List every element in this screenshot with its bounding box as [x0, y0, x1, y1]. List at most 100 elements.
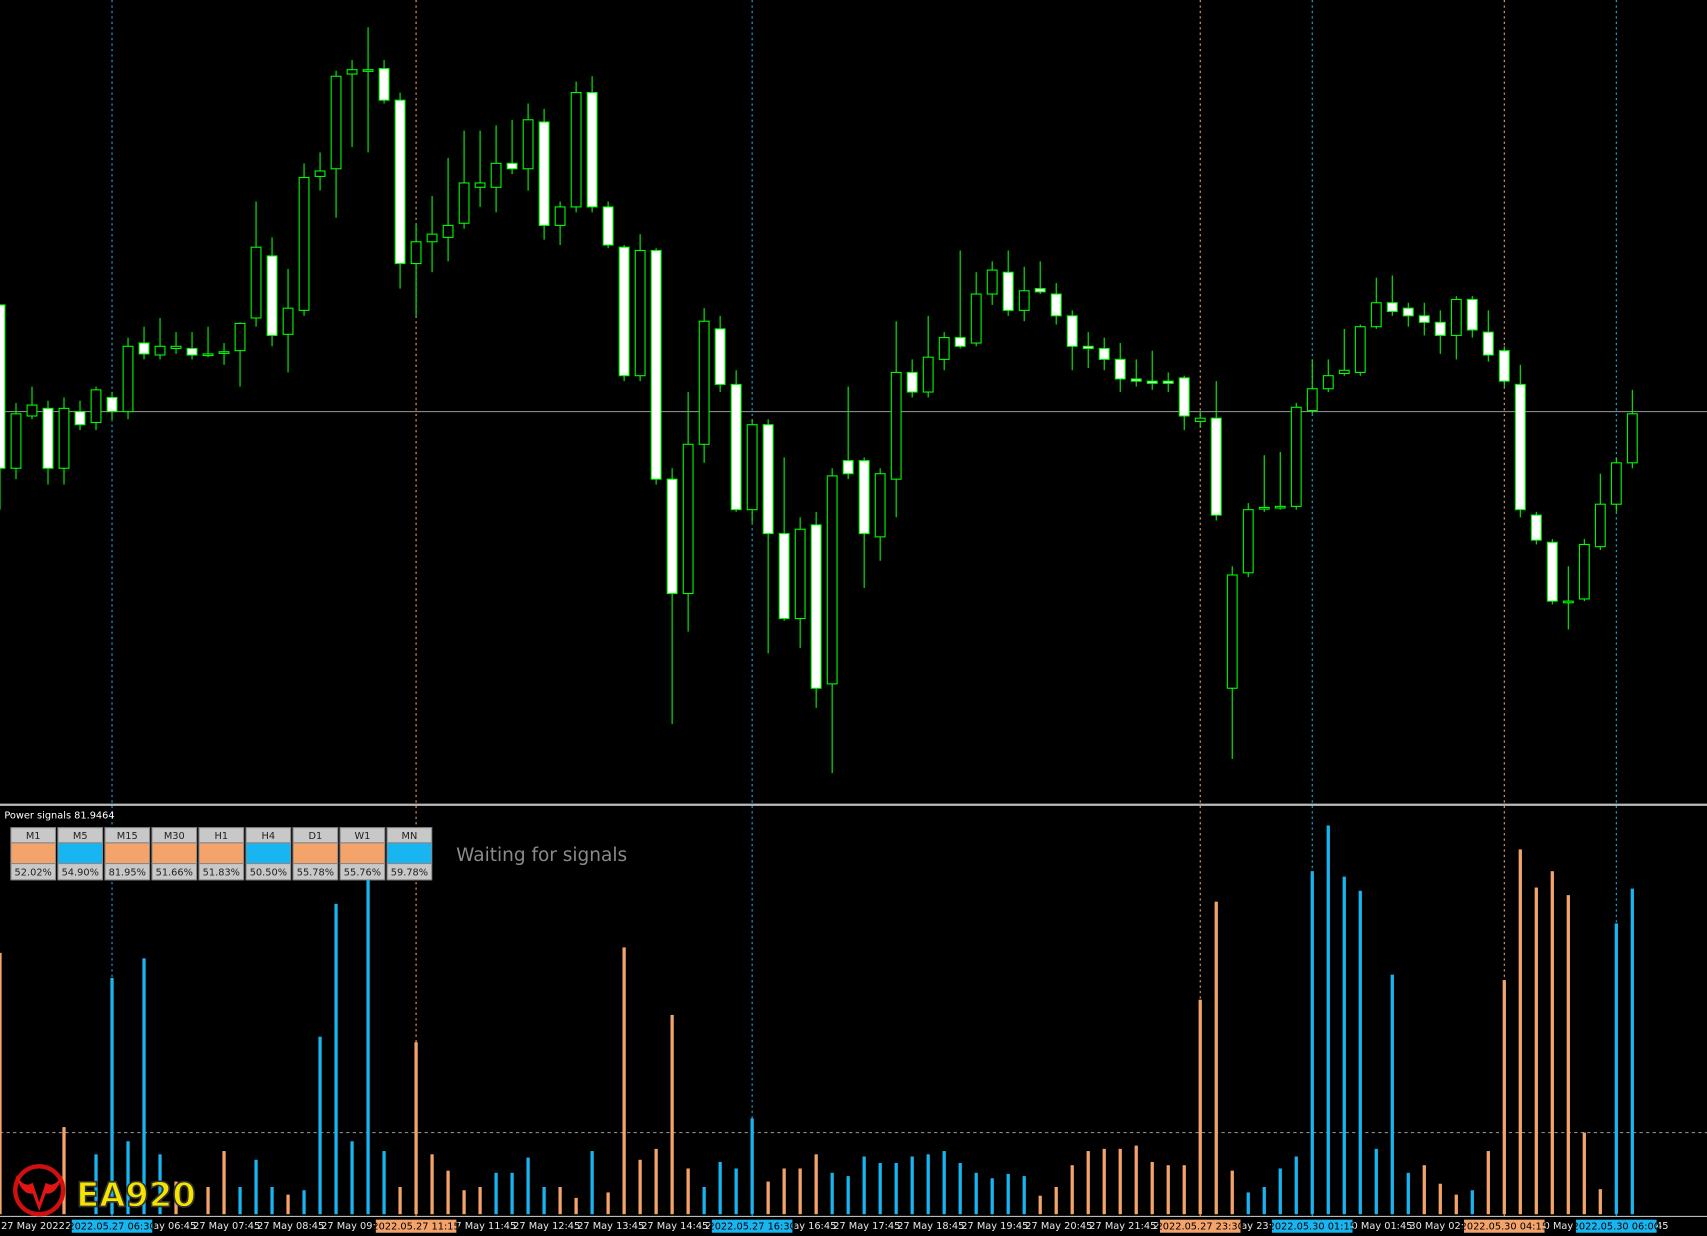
signal-bar [366, 871, 370, 1215]
candle-body [778, 533, 790, 620]
candle-body [458, 182, 470, 224]
candle-body [714, 328, 726, 385]
signal-bar [702, 1186, 706, 1215]
candle-body [794, 528, 806, 620]
x-tick-label: 30 May 04:45 [1537, 1221, 1604, 1232]
candle-body [1514, 383, 1526, 511]
x-tick-label: 27 May 11:45 [449, 1221, 516, 1232]
signal-bar [430, 1154, 434, 1215]
candle-body [1274, 505, 1286, 509]
signal-bar [942, 1151, 946, 1215]
candle-body [266, 255, 278, 336]
signal-bar [1598, 1189, 1602, 1215]
candle-body [426, 233, 438, 243]
signal-bar [1454, 1194, 1458, 1215]
candle-body [1418, 315, 1430, 323]
candle-body [314, 170, 326, 177]
cell-timeframe: M15 [117, 831, 138, 842]
signal-bar [638, 1159, 642, 1215]
candle-body [1338, 369, 1350, 375]
indicator-panel [0, 825, 1707, 1215]
signal-bar [302, 1190, 306, 1215]
signal-bar [1214, 901, 1218, 1215]
candle-body [106, 396, 118, 413]
cell-percent: 55.76% [344, 867, 381, 878]
signal-bar [94, 1154, 98, 1215]
candle-body [1210, 417, 1222, 516]
candle-body [666, 478, 678, 595]
candle-body [10, 413, 22, 469]
candle-body [1578, 543, 1590, 600]
signal-bar [798, 1168, 802, 1215]
candle-body [1530, 514, 1542, 541]
candle-body [1290, 406, 1302, 507]
cell-timeframe: M30 [164, 831, 185, 842]
signal-bar [334, 903, 338, 1215]
candle-body [858, 460, 870, 535]
cell-signal [198, 842, 245, 865]
signal-bar [910, 1156, 914, 1215]
cell-percent: 50.50% [250, 867, 287, 878]
candle-body [474, 182, 486, 188]
signal-bar [1118, 1148, 1122, 1215]
signal-bar [1006, 1173, 1010, 1215]
signal-bar [1310, 871, 1314, 1215]
signal-bar [478, 1186, 482, 1215]
cell-footer [245, 863, 292, 881]
candle-body [554, 206, 566, 226]
signal-label: 2022.05.27 16:30 [708, 1222, 795, 1233]
candle-body [346, 69, 358, 75]
candle-body [1594, 503, 1606, 548]
candle-body [1626, 413, 1638, 464]
cell-footer [292, 863, 339, 881]
signal-bar [1438, 1183, 1442, 1215]
signal-bar [718, 1161, 722, 1215]
signal-label-box [711, 1219, 793, 1233]
candle-body [1018, 290, 1030, 311]
signal-bar [846, 1176, 850, 1215]
candle-body [394, 99, 406, 265]
candle-body [218, 351, 230, 354]
signal-bar [318, 1036, 322, 1215]
signal-bar [1166, 1165, 1170, 1215]
signal-bar [1230, 1170, 1234, 1215]
signal-bar [670, 1014, 674, 1215]
candle-body [810, 524, 822, 689]
logo-bull [15, 1173, 64, 1211]
signal-label-box [71, 1219, 153, 1233]
candle-body [298, 176, 310, 311]
candle-body [682, 443, 694, 595]
x-tick-label: 27 May 19:45 [961, 1221, 1028, 1232]
candle-body [522, 119, 534, 170]
signal-labels: 2022.05.27 06:30 2022.05.27 11:15 2022.05.… [68, 1219, 1660, 1233]
candle-body [874, 473, 886, 538]
candle-body [1610, 462, 1622, 505]
signal-bar [206, 1186, 210, 1215]
signal-bar [1326, 825, 1330, 1215]
signal-bar [222, 1151, 226, 1215]
signal-label: 2022.05.27 06:30 [68, 1222, 155, 1233]
cell-percent: 81.95% [109, 867, 146, 878]
signal-bar [926, 1154, 930, 1215]
signal-bar [446, 1170, 450, 1215]
signal-bar [814, 1154, 818, 1215]
signal-bar [1406, 1172, 1410, 1215]
candle-body [570, 92, 582, 208]
candle-body [1434, 321, 1446, 336]
signal-bar [606, 1192, 610, 1215]
candle-body [730, 383, 742, 511]
candle-body [762, 424, 774, 535]
x-tick-label: 27 May 2022 [1, 1221, 65, 1232]
candle-body [1562, 600, 1574, 604]
candle-body [1130, 378, 1142, 382]
candle-body [1306, 388, 1318, 412]
candle-body [1242, 509, 1254, 574]
signal-bar [958, 1163, 962, 1215]
timeframe-table: M1 52.02% M5 54.90% M15 81.95% M30 51.66% H1 51.8… [10, 827, 433, 881]
signal-bar [1358, 890, 1362, 1215]
signal-bar [398, 1186, 402, 1215]
x-tick-label: 27 May 14:45 [641, 1221, 708, 1232]
signal-label: 2022.05.30 06:00 [1573, 1222, 1660, 1233]
cell-signal [339, 842, 386, 865]
